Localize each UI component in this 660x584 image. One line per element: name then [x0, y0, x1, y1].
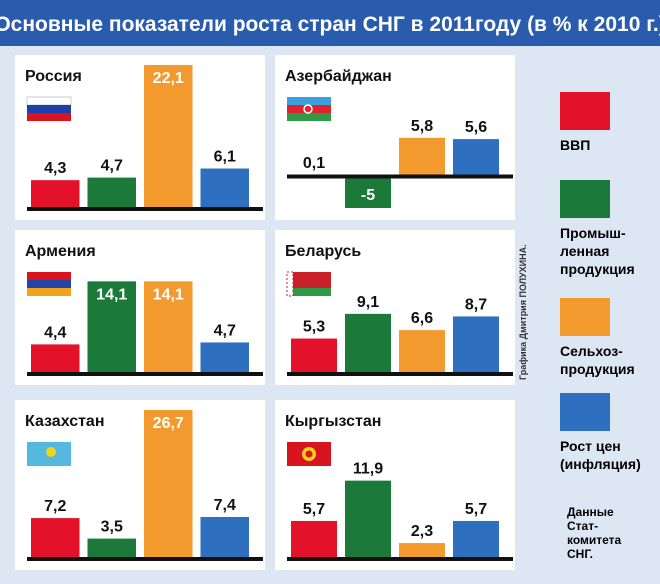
value-label: 5,6: [465, 119, 487, 136]
value-label: 9,1: [357, 294, 379, 311]
value-label: 7,2: [44, 498, 66, 515]
value-label: -5: [361, 187, 375, 204]
value-label: 6,1: [214, 149, 236, 166]
flag: [287, 105, 331, 113]
flag: [27, 113, 71, 121]
bar: [31, 518, 80, 558]
bar: [144, 65, 193, 208]
bar: [453, 520, 499, 558]
bar: [291, 338, 337, 373]
title-bar: [0, 0, 660, 46]
flag: [287, 113, 331, 121]
baseline: [27, 207, 263, 211]
legend-swatch: [560, 298, 610, 336]
bar: [87, 538, 136, 558]
bar: [31, 344, 80, 373]
value-label: 5,8: [411, 118, 433, 135]
bar: [144, 281, 193, 373]
flag: [287, 97, 331, 105]
value-label: 11,9: [353, 461, 383, 478]
flag: [27, 280, 71, 288]
value-label: 22,1: [153, 70, 184, 87]
value-label: 0,1: [303, 155, 325, 172]
value-label: 3,5: [101, 519, 123, 536]
baseline: [287, 372, 513, 376]
bar: [399, 543, 445, 558]
bar: [345, 480, 391, 558]
bar: [399, 330, 445, 373]
value-label: 8,7: [465, 296, 487, 313]
legend-label: Рост цен (инфляция): [560, 438, 641, 472]
value-label: 14,1: [96, 286, 127, 303]
bar: [453, 139, 499, 176]
bar: [399, 137, 445, 176]
legend-swatch: [560, 393, 610, 431]
panel-title: Беларусь: [285, 243, 361, 260]
flag: [26, 96, 72, 106]
title: Основные показатели роста стран СНГ в 20…: [0, 13, 660, 36]
bar: [453, 316, 499, 373]
value-label: 5,3: [303, 319, 325, 336]
bar: [345, 175, 391, 208]
value-label: 2,3: [411, 523, 433, 540]
bar: [200, 342, 249, 373]
value-label: 4,7: [101, 158, 123, 175]
value-label: 4,7: [214, 322, 236, 339]
value-label: 6,6: [411, 310, 433, 327]
legend-label: Сельхоз-продукция: [560, 343, 635, 377]
flag: [303, 104, 313, 114]
flag: [46, 447, 56, 457]
bar: [291, 520, 337, 558]
value-label: 5,7: [303, 501, 325, 518]
bar: [345, 313, 391, 373]
panel-title: Кыргызстан: [285, 413, 381, 430]
bar: [31, 180, 80, 208]
bar: [200, 516, 249, 558]
flag: [286, 271, 294, 297]
bar: [144, 410, 193, 558]
flag: [287, 272, 331, 288]
legend-label: ВВП: [560, 137, 590, 153]
panel-title: Азербайджан: [285, 68, 392, 85]
value-label: 26,7: [153, 415, 184, 432]
legend-label: Промыш-ленная продукция: [560, 225, 635, 277]
baseline: [287, 174, 513, 179]
value-label: 4,3: [44, 160, 66, 177]
credit: Графика Дмитрия ПОЛУХИНА.: [518, 244, 528, 380]
bar: [87, 177, 136, 208]
baseline: [27, 557, 263, 561]
flag: [27, 272, 71, 280]
legend-swatch: [560, 180, 610, 218]
value-label: 14,1: [153, 286, 184, 303]
baseline: [27, 372, 263, 376]
panel-title: Россия: [25, 68, 82, 85]
bar: [200, 168, 249, 208]
baseline: [287, 557, 513, 561]
legend-swatch: [560, 92, 610, 130]
value-label: 5,7: [465, 501, 487, 518]
flag: [27, 105, 71, 113]
value-label: 4,4: [44, 324, 66, 341]
panel-title: Армения: [25, 243, 96, 260]
flag: [27, 288, 71, 296]
flag: [305, 450, 313, 458]
flag: [287, 288, 331, 296]
panel-title: Казахстан: [25, 413, 105, 430]
panel: [275, 55, 515, 220]
value-label: 7,4: [214, 497, 236, 514]
source-note: Данные Стат-комитета СНГ.: [567, 505, 622, 561]
bar: [87, 281, 136, 373]
